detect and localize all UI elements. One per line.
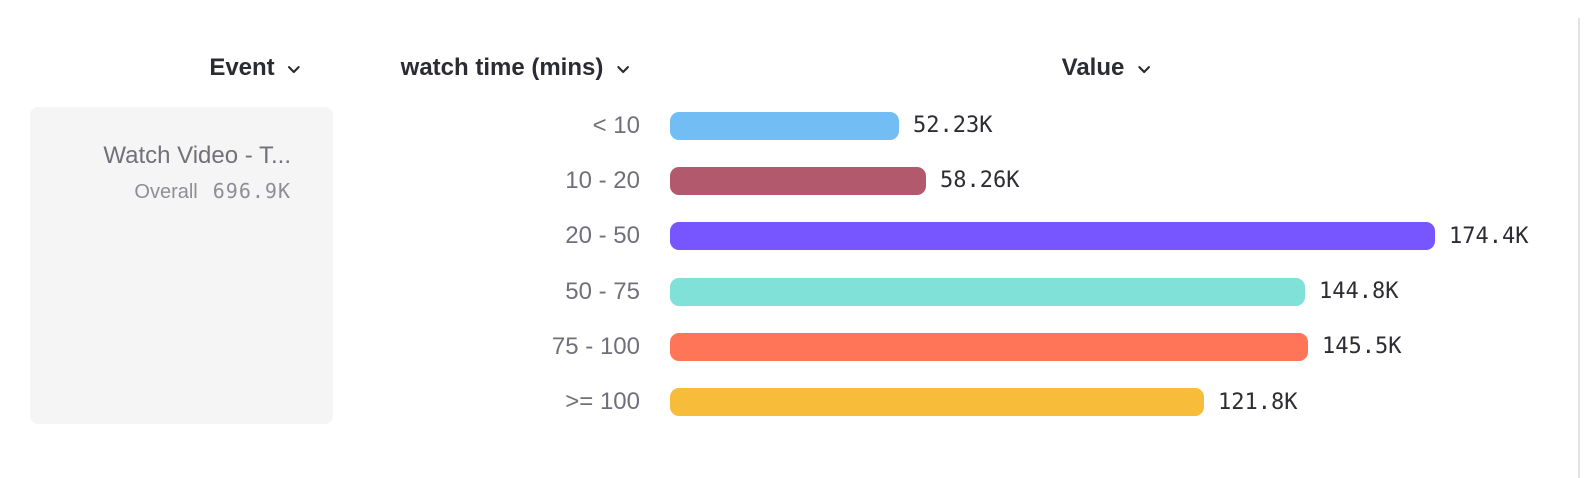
- bar-row: < 10 52.23K: [0, 98, 1584, 153]
- bar-value-label: 145.5K: [1322, 334, 1402, 360]
- overall-label: Overall: [134, 181, 198, 203]
- bar-category-label: 10 - 20: [565, 166, 640, 194]
- bar-track: 174.4K: [670, 222, 1528, 251]
- bar[interactable]: [670, 111, 899, 140]
- panel-right-divider: [1578, 18, 1580, 478]
- bar[interactable]: [670, 388, 1204, 417]
- bar[interactable]: [670, 222, 1435, 251]
- chevron-down-icon: [1135, 61, 1152, 78]
- column-header-breakdown[interactable]: watch time (mins): [401, 53, 632, 83]
- bar-value-label: 144.8K: [1319, 279, 1399, 305]
- bar-track: 58.26K: [670, 166, 1460, 195]
- bar-category-label: 50 - 75: [565, 277, 640, 305]
- bar-category-label: 75 - 100: [551, 332, 640, 360]
- column-header-event[interactable]: Event: [209, 53, 302, 83]
- chevron-down-icon: [286, 61, 303, 78]
- bar[interactable]: [670, 332, 1308, 361]
- column-header-event-label: Event: [209, 54, 275, 81]
- bar-row: 75 - 100 145.5K: [0, 319, 1584, 374]
- bar-category-label: >= 100: [565, 388, 640, 416]
- bar-track: 52.23K: [670, 111, 1460, 140]
- overall-value: 696.9K: [212, 179, 291, 203]
- bar-row: 50 - 75 144.8K: [0, 264, 1584, 319]
- bar-value-label: 58.26K: [940, 168, 1020, 194]
- bar-track: 144.8K: [670, 277, 1460, 306]
- event-overall-row: Overall 696.9K: [134, 179, 291, 204]
- bar-value-label: 174.4K: [1449, 223, 1529, 249]
- bar-category-label: < 10: [592, 111, 640, 139]
- column-header-value-label: Value: [1061, 54, 1125, 81]
- column-header-value[interactable]: Value: [1062, 53, 1153, 83]
- bar-track: 145.5K: [670, 332, 1460, 361]
- bar-track: 121.8K: [670, 388, 1460, 417]
- bar-row: 20 - 50 174.4K: [0, 209, 1584, 264]
- event-card[interactable]: Watch Video - T... Overall 696.9K: [30, 107, 333, 424]
- bar[interactable]: [670, 277, 1305, 306]
- bar-category-label: 20 - 50: [565, 222, 640, 250]
- chevron-down-icon: [614, 61, 631, 78]
- bar[interactable]: [670, 166, 926, 195]
- bar-value-label: 52.23K: [913, 113, 993, 139]
- bar-row: 10 - 20 58.26K: [0, 153, 1584, 208]
- column-header-breakdown-label: watch time (mins): [400, 54, 604, 81]
- event-title: Watch Video - T...: [103, 142, 291, 169]
- bar-value-label: 121.8K: [1218, 389, 1298, 415]
- bar-row: >= 100 121.8K: [0, 374, 1584, 429]
- bar-rows: < 10 52.23K 10 - 20 58.26K 20 - 50 174.4…: [0, 98, 1584, 430]
